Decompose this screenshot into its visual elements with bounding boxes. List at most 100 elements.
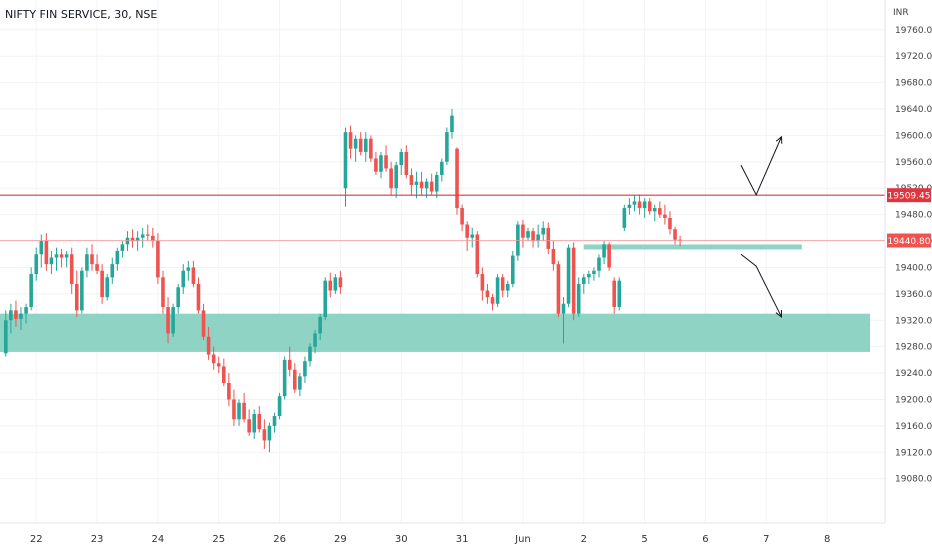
candle-down <box>490 293 495 311</box>
candle-up <box>115 247 120 271</box>
candle-up <box>181 264 186 294</box>
candle-body <box>272 415 277 426</box>
candle-body <box>125 237 130 245</box>
candle-body <box>171 307 175 334</box>
candle-body <box>308 346 312 362</box>
candle-body <box>14 310 18 319</box>
candle-up <box>526 227 530 242</box>
x-tick-label: 8 <box>824 534 830 545</box>
candle-down <box>151 227 155 248</box>
candle-body <box>561 303 566 314</box>
candle-body <box>59 254 64 258</box>
candle-body <box>470 234 475 238</box>
x-tick-label: Jun <box>514 534 531 545</box>
candle-down <box>409 168 414 195</box>
candle-up <box>277 392 282 420</box>
candle-body <box>409 175 414 185</box>
candle-up <box>587 270 591 284</box>
candle-down <box>647 198 652 215</box>
candle-body <box>151 235 155 242</box>
candle-up <box>80 267 84 314</box>
candle-up <box>536 224 540 248</box>
candle-body <box>333 277 338 291</box>
candle-down <box>429 173 434 195</box>
candle-down <box>374 151 378 176</box>
candle-down <box>673 226 677 245</box>
candle-up <box>511 250 515 288</box>
candle-up <box>171 303 175 337</box>
x-tick-label: 29 <box>334 534 347 545</box>
price-badges: 19509.45 19440.80 <box>887 188 931 248</box>
candle-body <box>495 277 500 304</box>
candle-down <box>404 145 409 179</box>
candle-down <box>328 272 333 298</box>
candle-body <box>353 138 358 149</box>
candle-body <box>105 277 109 298</box>
candle-body <box>419 181 424 189</box>
candle-up <box>632 194 637 212</box>
candles <box>4 109 682 453</box>
y-tick-label: 19120.00 <box>895 448 932 458</box>
candle-body <box>252 414 257 433</box>
x-tick-label: 7 <box>763 534 769 545</box>
y-tick-label: 19680.00 <box>895 79 932 89</box>
candle-down <box>191 260 196 288</box>
y-tick-label: 19400.00 <box>895 263 932 273</box>
candle-body <box>607 244 611 268</box>
x-tick-label: 6 <box>702 534 708 545</box>
candle-body <box>186 267 191 271</box>
y-tick-label: 19640.00 <box>895 105 932 115</box>
candle-down <box>206 326 211 360</box>
candle-down <box>44 233 49 271</box>
candle-up <box>445 127 449 166</box>
candle-body <box>303 361 307 377</box>
candle-body <box>90 254 94 265</box>
price-badge-label: 19509.45 <box>888 192 931 202</box>
candle-body <box>516 224 520 256</box>
candle-down <box>607 242 611 271</box>
candle-up <box>333 274 338 294</box>
candle-up <box>29 267 33 311</box>
y-tick-label: 19160.00 <box>895 422 932 432</box>
y-tick-label: 19560.00 <box>895 158 932 168</box>
candle-body <box>637 201 642 209</box>
candle-body <box>566 247 571 304</box>
candle-up <box>363 132 368 162</box>
candle-body <box>511 255 515 284</box>
candle-body <box>673 229 677 240</box>
candle-body <box>541 227 546 235</box>
candle-body <box>450 115 454 133</box>
candle-up <box>135 231 140 251</box>
candle-up <box>495 274 500 308</box>
candle-up <box>19 307 23 331</box>
y-tick-label: 19360.00 <box>895 290 932 300</box>
candle-body <box>576 283 581 314</box>
candle-down <box>475 231 480 278</box>
candle-down <box>348 125 353 159</box>
candle-body <box>647 201 652 212</box>
candle-down <box>156 233 160 284</box>
candle-body <box>140 234 145 238</box>
candle-down <box>95 254 99 275</box>
candle-up <box>54 247 59 271</box>
candle-body <box>34 254 39 275</box>
candle-up <box>581 274 586 294</box>
candle-up <box>105 274 109 301</box>
candle-up <box>49 250 54 275</box>
candle-body <box>24 307 28 314</box>
candle-body <box>49 257 54 265</box>
candle-body <box>323 280 328 317</box>
candle-down <box>14 300 18 327</box>
candle-body <box>95 264 99 271</box>
candle-up <box>298 373 302 397</box>
candle-up <box>379 151 383 179</box>
candle-body <box>247 419 251 433</box>
candle-body <box>44 241 49 265</box>
candle-up <box>272 412 277 433</box>
candle-body <box>531 231 535 242</box>
x-tick-label: 24 <box>152 534 165 545</box>
candle-body <box>9 310 13 321</box>
candle-body <box>282 359 287 397</box>
